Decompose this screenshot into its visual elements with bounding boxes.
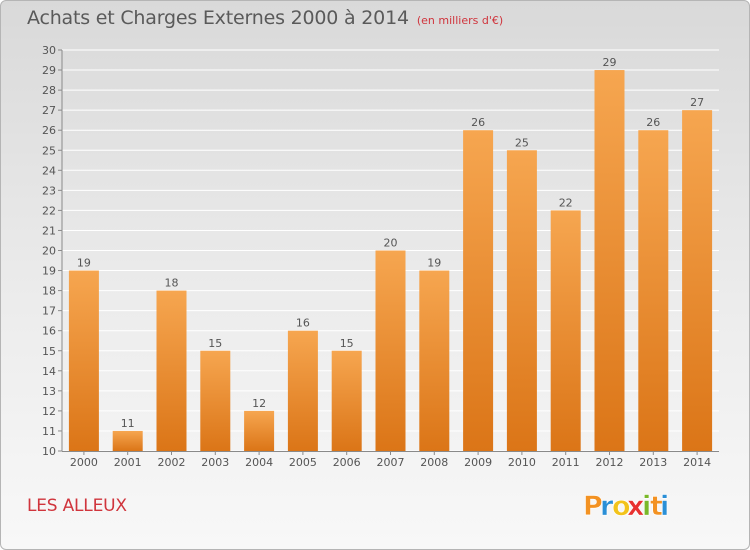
y-tick-label: 17	[42, 305, 56, 318]
y-tick-label: 23	[42, 184, 56, 197]
y-tick-label: 22	[42, 204, 56, 217]
x-tick-label: 2002	[158, 456, 186, 469]
logo-letter: P	[583, 491, 603, 522]
bar	[419, 270, 450, 451]
x-tick-label: 2014	[683, 456, 711, 469]
y-tick-label: 13	[42, 385, 56, 398]
logo-letter: i	[642, 491, 651, 522]
logo-letter: r	[600, 491, 614, 522]
x-tick-label: 2003	[201, 456, 229, 469]
bar	[375, 250, 406, 451]
bar	[331, 350, 362, 451]
y-tick-label: 25	[42, 144, 56, 157]
bar-value-label: 15	[208, 337, 222, 350]
logo-letter: t	[650, 491, 663, 522]
x-tick-label: 2009	[464, 456, 492, 469]
bar-value-label: 18	[165, 277, 179, 290]
x-tick-label: 2011	[552, 456, 580, 469]
bar-value-label: 26	[646, 116, 660, 129]
x-tick-label: 2007	[377, 456, 405, 469]
bar-value-label: 16	[296, 317, 310, 330]
bar	[244, 410, 275, 451]
x-tick-label: 2006	[333, 456, 361, 469]
bar	[112, 430, 143, 451]
bar-value-label: 22	[559, 196, 573, 209]
x-tick-label: 2008	[420, 456, 448, 469]
bar	[463, 130, 494, 451]
y-tick-label: 15	[42, 345, 56, 358]
logo-letter: o	[612, 491, 631, 522]
y-tick-label: 28	[42, 84, 56, 97]
bar-value-label: 11	[121, 417, 135, 430]
x-tick-label: 2010	[508, 456, 536, 469]
y-tick-label: 10	[42, 445, 56, 458]
chart-title-text: Achats et Charges Externes 2000 à 2014	[27, 7, 409, 29]
bar	[506, 150, 537, 451]
y-tick-label: 30	[42, 44, 56, 57]
y-tick-label: 29	[42, 64, 56, 77]
x-tick-label: 2013	[639, 456, 667, 469]
y-tick-label: 16	[42, 325, 56, 338]
bar	[550, 210, 581, 451]
y-tick-label: 26	[42, 124, 56, 137]
commune-name: LES ALLEUX	[27, 496, 127, 516]
bar	[156, 290, 187, 451]
y-tick-label: 18	[42, 285, 56, 298]
bar	[287, 330, 318, 451]
x-tick-label: 2004	[245, 456, 273, 469]
bars	[68, 70, 713, 452]
y-tick-label: 19	[42, 265, 56, 278]
y-tick-label: 21	[42, 224, 56, 237]
bar-value-label: 12	[252, 397, 266, 410]
bar-value-label: 25	[515, 136, 529, 149]
y-tick-label: 14	[42, 365, 56, 378]
bar	[638, 130, 669, 451]
bar-value-label: 20	[384, 237, 398, 250]
bar-value-label: 19	[427, 257, 441, 270]
bar-value-label: 15	[340, 337, 354, 350]
x-tick-label: 2000	[70, 456, 98, 469]
x-tick-label: 2012	[596, 456, 624, 469]
bar-value-label: 27	[690, 96, 704, 109]
chart-title: Achats et Charges Externes 2000 à 2014 (e…	[27, 7, 503, 29]
y-tick-label: 27	[42, 104, 56, 117]
y-tick-label: 11	[42, 425, 56, 438]
data-labels: 19 11 18 15 12 16 15 20 19 26 25 22 29 26 27	[77, 56, 704, 430]
bar	[68, 270, 99, 451]
logo-letter: x	[627, 491, 644, 522]
y-tick-label: 12	[42, 405, 56, 418]
bar-value-label: 29	[603, 56, 617, 69]
logo-letter: i	[660, 491, 669, 522]
y-tick-label: 20	[42, 245, 56, 258]
x-tick-label: 2001	[114, 456, 142, 469]
axes: 10 11 12 13 14 15 16 17 18 19 20 21 22 23 24 25 26 27 28 29…	[42, 44, 719, 469]
bar	[200, 350, 231, 451]
chart-unit-label: (en milliers d'€)	[416, 14, 504, 27]
bar	[594, 70, 625, 452]
bar-value-label: 19	[77, 257, 91, 270]
bar-value-label: 26	[471, 116, 485, 129]
bar	[682, 110, 713, 452]
y-tick-label: 24	[42, 164, 56, 177]
x-tick-label: 2005	[289, 456, 317, 469]
